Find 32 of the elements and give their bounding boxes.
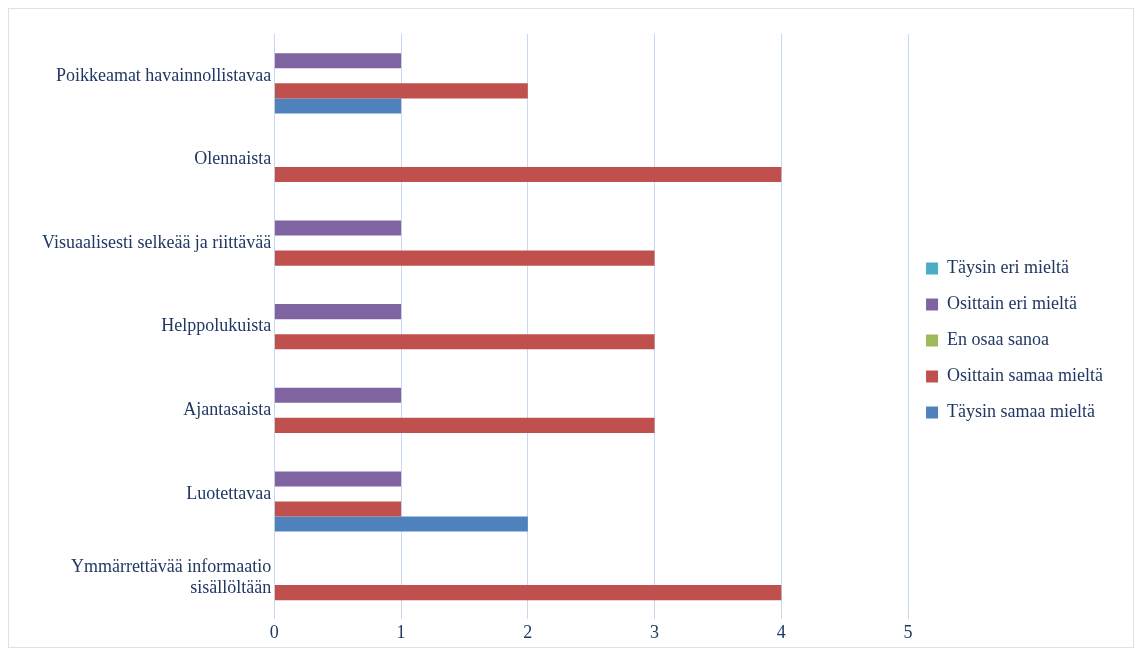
legend-label: Osittain samaa mieltä	[947, 365, 1104, 386]
legend-label: En osaa sanoa	[947, 329, 1050, 350]
x-tick-label: 3	[650, 621, 660, 642]
legend-label: Osittain eri mieltä	[947, 293, 1078, 314]
bar	[274, 334, 655, 350]
legend-label: Täysin samaa mieltä	[947, 401, 1095, 422]
bar	[274, 501, 402, 517]
bar	[274, 220, 402, 236]
bar	[274, 471, 402, 487]
y-tick-label: Visuaalisesti selkeää ja riittävää	[42, 231, 272, 252]
bar	[274, 98, 402, 114]
x-tick-label: 0	[269, 621, 279, 642]
bar	[274, 83, 528, 99]
y-tick-label: Ymmärrettävää informaatio sisällöltään	[70, 555, 272, 598]
x-tick-label: 4	[776, 621, 786, 642]
x-tick-label: 5	[903, 621, 913, 642]
x-tick-label: 1	[396, 621, 406, 642]
bar	[274, 387, 402, 403]
bar	[274, 417, 655, 433]
bar	[274, 585, 782, 601]
legend-label: Täysin eri mieltä	[947, 257, 1070, 278]
y-tick-label: Helppolukuista	[161, 315, 272, 336]
bar	[274, 516, 528, 532]
y-tick-label: Luotettavaa	[186, 482, 272, 503]
x-tick-label: 2	[523, 621, 533, 642]
bar	[274, 166, 782, 183]
y-tick-label: Poikkeamat havainnollistavaa	[55, 64, 272, 85]
bar	[274, 250, 655, 266]
y-tick-label: Ajantasaista	[183, 399, 272, 420]
bar	[274, 304, 402, 320]
y-tick-label: Olennaista	[194, 148, 272, 169]
bar	[274, 53, 402, 69]
